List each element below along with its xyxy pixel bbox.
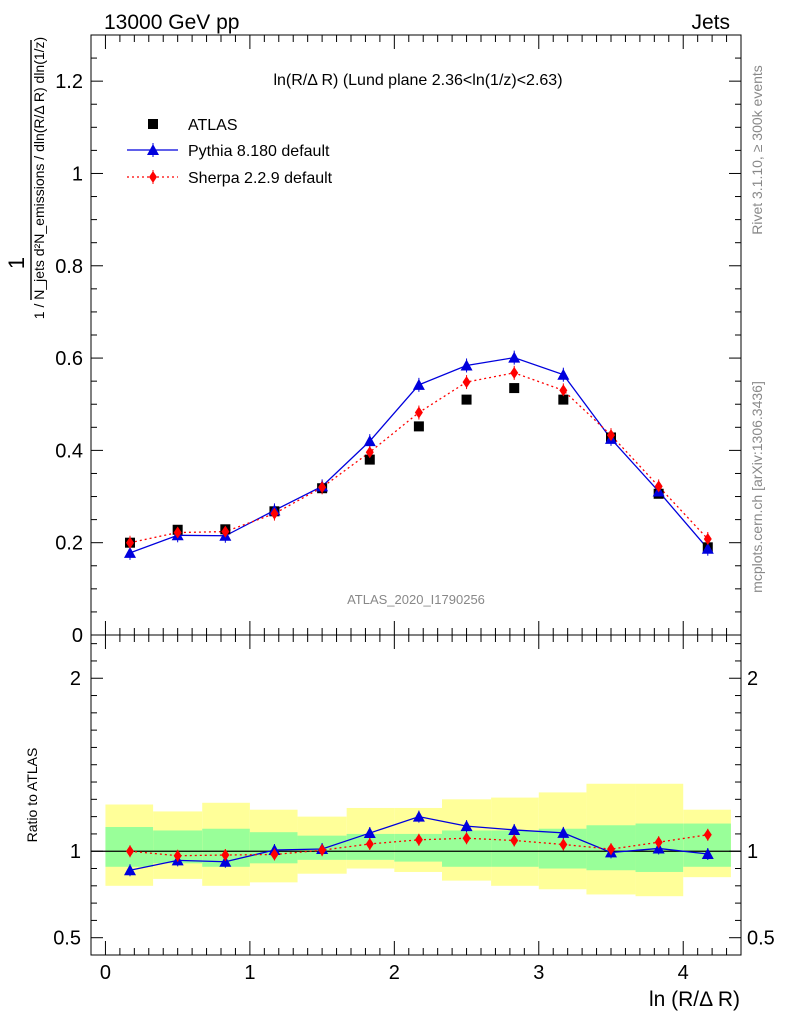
- x-tick-label: 1: [244, 962, 255, 984]
- y-tick-label: 0.8: [55, 256, 83, 278]
- sherpa-ratio-point: [510, 834, 519, 847]
- pythia-ratio-point: [363, 827, 376, 839]
- watermark: ATLAS_2020_I1790256: [347, 592, 485, 607]
- y-tick-label: 0.6: [55, 348, 83, 370]
- pythia-ratio-point: [412, 810, 425, 822]
- pythia-ratio-point: [557, 826, 570, 838]
- sherpa-ratio-point: [221, 849, 230, 862]
- y-tick-label: 0: [72, 625, 83, 647]
- sherpa-point: [703, 533, 712, 545]
- y-tick-label: 0.4: [55, 440, 83, 462]
- ratio-bands: [91, 783, 741, 897]
- sherpa-line: [129, 372, 709, 544]
- legend-label: ATLAS: [188, 117, 238, 134]
- sherpa-ratio-point: [703, 828, 712, 841]
- ratio-panel: 0.5 0.5 1 1 2 2 0 1 2 3 4 Ratio to ATLAS ln (R/Δ R…: [24, 634, 775, 1011]
- x-tick-label: 0: [100, 962, 111, 984]
- pythia-point: [124, 546, 136, 558]
- sherpa-point: [414, 406, 423, 419]
- main-panel-ticks: 0 0.2 0.4 0.6 0.8 1 1.2: [55, 34, 741, 647]
- ratio-y-tick-label: 1: [70, 841, 81, 863]
- sherpa-ratio-point: [126, 845, 134, 858]
- sherpa-ratio-point: [607, 843, 615, 856]
- main-panel-title: ln(R/Δ R) (Lund plane 2.36<ln(1/z)<2.63): [273, 72, 562, 89]
- pythia-point: [557, 368, 570, 380]
- ylabel-numerator-one: 1: [4, 257, 29, 269]
- ratio-panel-frame: [90, 634, 742, 956]
- sherpa-point: [510, 366, 519, 379]
- sherpa-ratio-point: [270, 848, 279, 861]
- sherpa-point: [559, 384, 568, 397]
- x-tick-label: 3: [533, 962, 544, 984]
- sherpa-ratio-point: [654, 836, 663, 849]
- main-panel-ylabel: 1 1 / N_jets d²N_emissions / dln(R/Δ R) …: [4, 37, 47, 319]
- legend: ATLAS Pythia 8.180 default Sherpa 2.2.9 de…: [127, 117, 333, 187]
- y-tick-label: 1.2: [55, 71, 83, 93]
- sherpa-point: [318, 481, 327, 494]
- pythia-point: [701, 542, 714, 554]
- pythia-ratio-point: [701, 847, 714, 859]
- sherpa-ratio-point: [462, 832, 471, 845]
- pythia-ratio-point: [508, 823, 521, 835]
- sherpa-ratio-point: [318, 844, 327, 857]
- atlas-point: [413, 421, 424, 432]
- pythia-ratio-point: [219, 855, 232, 867]
- atlas-point: [461, 394, 472, 405]
- x-tick-label: 4: [678, 962, 689, 984]
- sherpa-point: [126, 536, 134, 549]
- rivet-label: Rivet 3.1.10, ≥ 300k events: [749, 65, 765, 235]
- ylabel-text: 1 / N_jets d²N_emissions / dln(R/Δ R) dl…: [31, 37, 47, 319]
- y-tick-label: 0.2: [55, 533, 83, 555]
- atlas-point: [558, 394, 569, 405]
- ratio-panel-ticks: 0.5 0.5 1 1 2 2 0 1 2 3 4: [53, 635, 775, 984]
- legend-label: Sherpa 2.2.9 default: [188, 170, 333, 187]
- ratio-y-tick-label-right: 0.5: [747, 928, 775, 950]
- pythia-point: [412, 378, 425, 390]
- atlas-point: [509, 383, 520, 394]
- sherpa-point: [173, 526, 182, 539]
- sherpa-ratio-point: [414, 833, 423, 846]
- y-tick-label: 1: [72, 163, 83, 185]
- pythia-point: [460, 359, 473, 371]
- sherpa-ratio-point: [559, 838, 568, 851]
- sherpa-ratio-point: [173, 849, 182, 862]
- mcplots-label: mcplots.cern.ch [arXiv:1306.3436]: [749, 381, 765, 593]
- sherpa-point: [270, 507, 279, 520]
- x-tick-label: 2: [389, 962, 400, 984]
- ratio-y-tick-label: 2: [70, 668, 81, 690]
- ratio-ylabel: Ratio to ATLAS: [24, 748, 40, 843]
- ratio-y-tick-label: 0.5: [53, 928, 81, 950]
- sherpa-point: [365, 446, 374, 459]
- sherpa-ratio-point: [365, 837, 374, 850]
- ratio-panel-series: [124, 810, 714, 877]
- sherpa-point: [607, 429, 615, 442]
- legend-marker: [148, 119, 158, 129]
- pythia-point: [363, 435, 376, 447]
- legend-marker: [149, 171, 157, 183]
- pythia-ratio-point: [460, 820, 473, 832]
- energy-label: 13000 GeV pp: [104, 11, 239, 34]
- sherpa-point: [462, 376, 471, 389]
- sherpa-point: [654, 480, 663, 493]
- pythia-point: [508, 351, 521, 363]
- sherpa-point: [221, 525, 230, 538]
- ratio-y-tick-label-right: 2: [747, 668, 758, 690]
- legend-marker: [147, 144, 159, 155]
- atlas-point: [364, 454, 375, 465]
- x-axis-label: ln (R/Δ R): [649, 988, 740, 1011]
- pythia-ratio-point: [124, 864, 136, 876]
- main-panel-series: [124, 350, 714, 560]
- process-label: Jets: [691, 11, 730, 34]
- ratio-y-tick-label-right: 1: [747, 841, 758, 863]
- legend-label: Pythia 8.180 default: [188, 143, 330, 160]
- main-panel: 0 0.2 0.4 0.6 0.8 1 1.2 ln(R/Δ R) (Lund plane …: [55, 34, 742, 647]
